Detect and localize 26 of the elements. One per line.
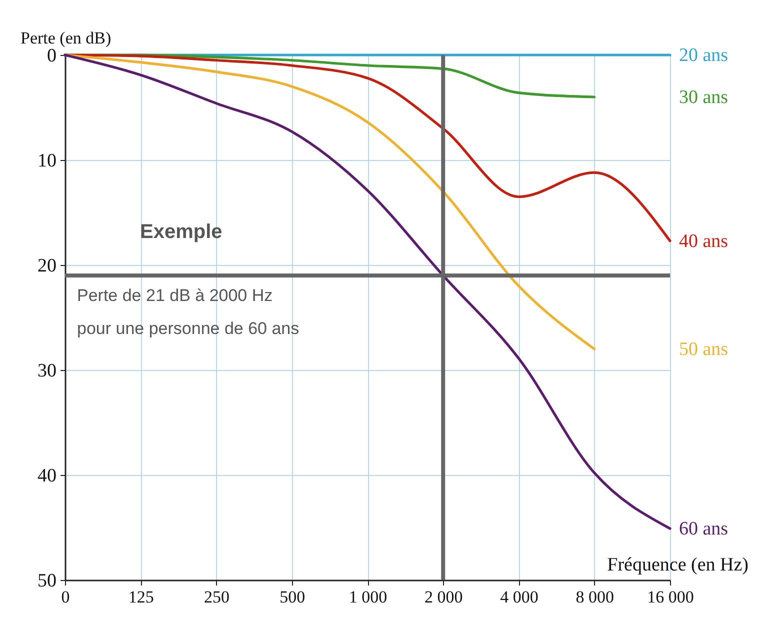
y-tick-label: 50 — [38, 570, 56, 592]
text: 50 ans — [679, 339, 728, 360]
x-tick-label: 16 000 — [647, 588, 694, 606]
line-series — [64, 54, 672, 242]
series-label: 20 ans — [679, 45, 728, 66]
y-tick-label: 20 — [38, 256, 56, 276]
x-tick-label: 8 000 — [576, 588, 614, 606]
line-series — [64, 54, 672, 530]
x-tick-label: 4 000 — [500, 588, 538, 606]
text: 30 ans — [679, 87, 728, 108]
series-label: 60 ans — [679, 518, 728, 540]
x-tick-label: 250 — [204, 588, 230, 606]
y-tick-label: 40 — [38, 466, 56, 486]
annotation: Perte de 21 dB à 2000 Hz pour une personne de 60 ans — [77, 286, 300, 338]
series-label: 40 ans — [679, 230, 728, 252]
x-tick-label: 2 000 — [424, 588, 463, 606]
x-tick-label: 0 — [61, 588, 70, 606]
y-axis-title: Perte (en dB) — [20, 28, 112, 48]
x-axis-title: Fréquence (en Hz) — [607, 554, 748, 576]
y-tick-label: 30 — [38, 360, 56, 382]
x-tick-label: 1 000 — [348, 588, 388, 606]
y-tick-label: 0 — [47, 46, 56, 66]
y-tick-label: 10 — [38, 150, 56, 172]
x-tick-label: 125 — [128, 588, 154, 606]
x-tick-label: 500 — [280, 588, 306, 606]
annotation: Exemple — [140, 221, 222, 243]
